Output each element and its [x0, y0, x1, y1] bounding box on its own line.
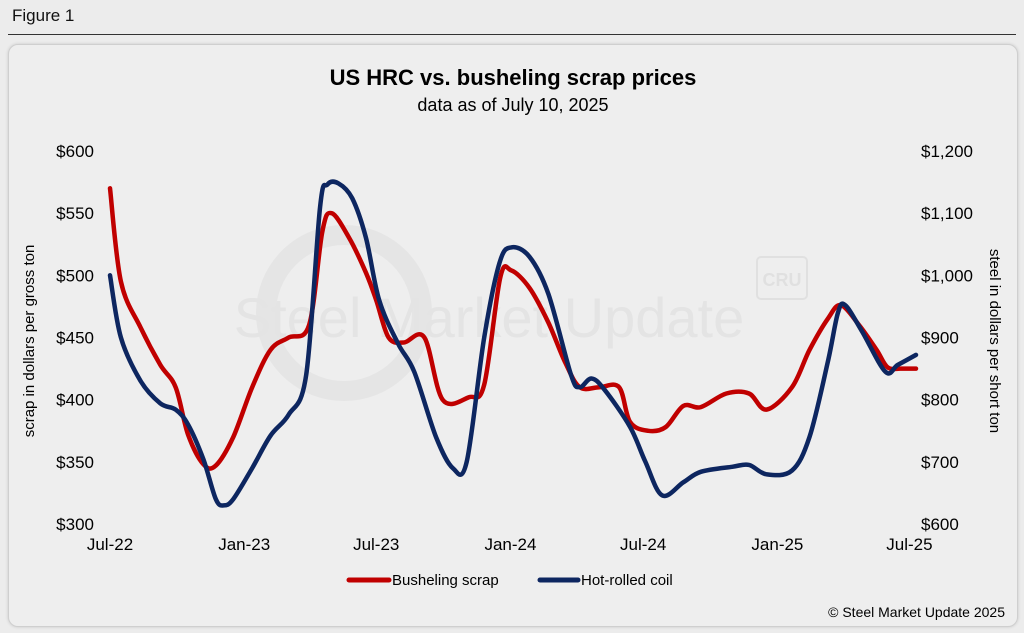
legend-label-hrc: Hot-rolled coil: [581, 572, 673, 589]
y-right-tick-label: $800: [921, 391, 959, 410]
series-line-busheling-scrap: [107, 186, 919, 471]
y-left-tick-label: $300: [56, 515, 94, 534]
x-tick-label: Jan-24: [484, 535, 536, 554]
y-left-tick-label: $500: [56, 266, 94, 285]
figure-divider: [8, 34, 1016, 35]
x-axis: Jul-22 Jan-23 Jul-23 Jan-24 Jul-24 Jan-25 Jul-…: [87, 535, 933, 554]
chart-title: US HRC vs. busheling scrap prices: [330, 65, 697, 90]
watermark-cru-box: [756, 256, 808, 300]
legend: Busheling scrap Hot-rolled coil: [346, 572, 673, 589]
watermark: Steel Market Update CRU: [234, 225, 808, 401]
x-tick-label: Jul-22: [87, 535, 133, 554]
x-tick-label: Jul-25: [886, 535, 932, 554]
y-right-tick-label: $1,100: [921, 204, 973, 223]
y-right-tick-label: $1,200: [921, 142, 973, 161]
y-axis-right-title: steel in dollars per short ton: [986, 249, 1003, 433]
y-left-tick-label: $450: [56, 329, 94, 348]
copyright-credit: © Steel Market Update 2025: [828, 604, 1005, 620]
y-left-tick-label: $400: [56, 391, 94, 410]
chart-panel: Steel Market Update CRU US HRC vs. bushe…: [8, 44, 1018, 627]
y-right-tick-label: $1,000: [921, 266, 973, 285]
y-left-tick-label: $550: [56, 204, 94, 223]
y-axis-left: $300 $350 $400 $450 $500 $550 $600: [56, 142, 94, 534]
x-tick-label: Jan-23: [218, 535, 270, 554]
legend-label-scrap: Busheling scrap: [392, 572, 499, 589]
y-right-tick-label: $700: [921, 453, 959, 472]
chart-subtitle: data as of July 10, 2025: [417, 95, 608, 115]
y-axis-left-title: scrap in dollars per gross ton: [21, 245, 38, 438]
chart-svg: Steel Market Update CRU US HRC vs. bushe…: [21, 65, 1005, 620]
y-right-tick-label: $900: [921, 329, 959, 348]
figure-label: Figure 1: [12, 6, 75, 25]
series-layer: [107, 179, 919, 508]
x-tick-label: Jul-23: [353, 535, 399, 554]
y-left-tick-label: $600: [56, 142, 94, 161]
y-axis-right: $600 $700 $800 $900 $1,000 $1,100 $1,200: [921, 142, 973, 534]
y-right-tick-label: $600: [921, 515, 959, 534]
series-line-hot-rolled-coil: [107, 179, 919, 508]
x-tick-label: Jan-25: [751, 535, 803, 554]
watermark-logo-circle: [256, 225, 432, 401]
watermark-cru-text: CRU: [763, 270, 802, 290]
y-left-tick-label: $350: [56, 453, 94, 472]
x-tick-label: Jul-24: [620, 535, 666, 554]
